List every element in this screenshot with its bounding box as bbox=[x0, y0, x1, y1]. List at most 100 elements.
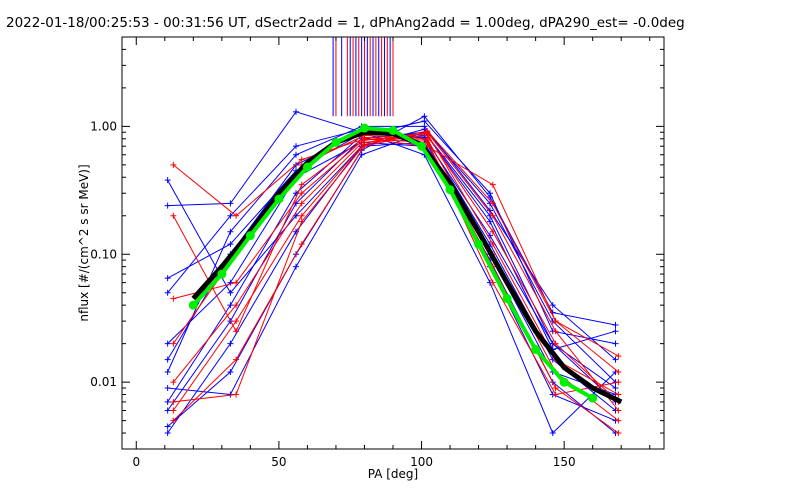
data-point bbox=[486, 218, 493, 225]
data-point bbox=[274, 194, 284, 204]
y-tick-label: 1.00 bbox=[90, 119, 117, 133]
data-point bbox=[233, 302, 240, 309]
data-point bbox=[164, 340, 171, 347]
data-point bbox=[233, 391, 240, 398]
data-point bbox=[233, 318, 240, 325]
data-point bbox=[227, 228, 234, 235]
data-point bbox=[615, 430, 622, 437]
data-point bbox=[293, 151, 300, 158]
data-point bbox=[164, 398, 171, 405]
series-line bbox=[191, 126, 594, 400]
data-point bbox=[170, 417, 177, 424]
data-point bbox=[170, 407, 177, 414]
data-point bbox=[486, 194, 493, 201]
data-point bbox=[417, 141, 427, 151]
data-point bbox=[421, 113, 428, 120]
data-point bbox=[227, 369, 234, 376]
series-line bbox=[167, 128, 616, 434]
data-point bbox=[612, 384, 619, 391]
data-point bbox=[612, 321, 619, 328]
data-point bbox=[549, 430, 556, 437]
data-point bbox=[227, 212, 234, 219]
data-point bbox=[298, 241, 305, 248]
data-point bbox=[233, 279, 240, 286]
data-point bbox=[615, 353, 622, 360]
y-tick-label: 0.01 bbox=[90, 375, 117, 389]
data-point bbox=[164, 289, 171, 296]
data-point bbox=[489, 212, 496, 219]
series-line bbox=[172, 136, 619, 396]
data-point bbox=[298, 218, 305, 225]
data-point bbox=[170, 379, 177, 386]
data-point bbox=[298, 200, 305, 207]
x-tick-label: 0 bbox=[132, 455, 140, 469]
series-line bbox=[172, 138, 619, 357]
data-point bbox=[170, 340, 177, 347]
data-point bbox=[233, 356, 240, 363]
series-line bbox=[167, 131, 616, 411]
data-point bbox=[331, 137, 341, 147]
data-point bbox=[164, 423, 171, 430]
data-point bbox=[217, 269, 227, 279]
data-point bbox=[245, 231, 255, 241]
data-point bbox=[489, 228, 496, 235]
data-point bbox=[233, 328, 240, 335]
data-point bbox=[549, 302, 556, 309]
data-point bbox=[164, 177, 171, 184]
data-point bbox=[552, 328, 559, 335]
data-point bbox=[615, 407, 622, 414]
series-line bbox=[167, 131, 616, 411]
data-point bbox=[502, 294, 512, 304]
data-point bbox=[298, 181, 305, 188]
data-point bbox=[164, 407, 171, 414]
data-point bbox=[474, 239, 484, 249]
data-point bbox=[615, 417, 622, 424]
data-point bbox=[615, 391, 622, 398]
data-point bbox=[298, 190, 305, 197]
data-point bbox=[164, 369, 171, 376]
data-point bbox=[227, 289, 234, 296]
data-point bbox=[421, 123, 428, 130]
data-point bbox=[164, 384, 171, 391]
data-point bbox=[612, 328, 619, 335]
data-point bbox=[164, 430, 171, 437]
y-axis-title: nflux [#/(cm^2 s sr MeV)] bbox=[77, 164, 91, 321]
data-point bbox=[227, 241, 234, 248]
y-tick-label: 0.10 bbox=[90, 247, 117, 261]
data-point bbox=[615, 379, 622, 386]
data-point bbox=[298, 156, 305, 163]
series-line bbox=[173, 138, 619, 434]
data-point bbox=[489, 200, 496, 207]
data-point bbox=[489, 241, 496, 248]
data-point bbox=[170, 295, 177, 302]
data-point bbox=[361, 134, 368, 141]
data-layer bbox=[164, 37, 623, 437]
data-point bbox=[489, 279, 496, 286]
data-point bbox=[424, 128, 431, 135]
data-point bbox=[361, 141, 368, 148]
series-line bbox=[167, 115, 616, 427]
data-point bbox=[615, 369, 622, 376]
x-tick-label: 150 bbox=[553, 455, 576, 469]
data-point bbox=[227, 302, 234, 309]
data-point bbox=[170, 161, 177, 168]
data-point bbox=[227, 279, 234, 286]
data-point bbox=[531, 344, 541, 354]
series-line bbox=[167, 141, 616, 395]
data-point bbox=[164, 356, 171, 363]
data-point bbox=[424, 137, 431, 144]
data-point bbox=[233, 212, 240, 219]
series-line bbox=[167, 131, 616, 396]
data-point bbox=[388, 125, 398, 135]
data-point bbox=[188, 300, 198, 310]
data-point bbox=[588, 393, 598, 403]
data-point bbox=[227, 200, 234, 207]
chart-title: 2022-01-18/00:25:53 - 00:31:56 UT, dSect… bbox=[6, 15, 685, 31]
data-point bbox=[293, 143, 300, 150]
series-line bbox=[167, 141, 616, 434]
data-point bbox=[170, 212, 177, 219]
axes-layer: 0 50 100 150 0.01 0.10 1.00 bbox=[90, 37, 664, 469]
data-point bbox=[302, 162, 312, 172]
data-point bbox=[164, 275, 171, 282]
